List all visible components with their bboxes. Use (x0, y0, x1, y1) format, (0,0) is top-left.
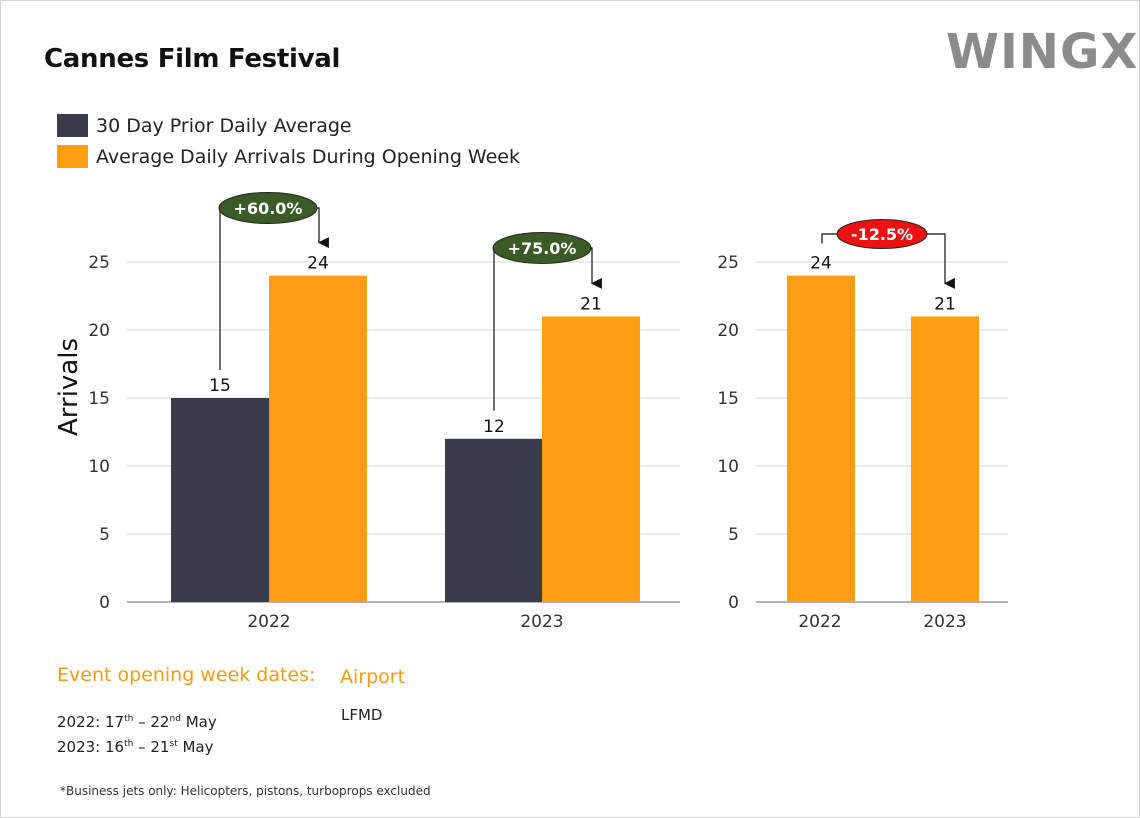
footnote: *Business jets only: Helicopters, piston… (60, 784, 431, 798)
chart-legend: 30 Day Prior Daily Average Average Daily… (57, 110, 520, 172)
change-badge-yoy-text: -12.5% (851, 225, 913, 244)
bar-2023-series-0 (911, 316, 979, 602)
change-badge-yoy-shape (836, 219, 928, 249)
date-end: 21 (150, 738, 170, 756)
x-tick-label: 2022 (798, 612, 841, 632)
bar-2022-series-1 (269, 275, 367, 602)
y-axis-title: Arrivals (54, 338, 84, 436)
legend-swatch-opening (57, 145, 88, 168)
date-end: 22 (150, 713, 170, 731)
bar-2022-series-0 (171, 398, 269, 602)
data-label: 12 (483, 417, 505, 437)
date-line-2022: 2022: 17th – 22nd May (57, 713, 217, 731)
page-title: Cannes Film Festival (44, 44, 341, 74)
date-start-suffix: th (124, 739, 134, 749)
event-dates: 2022: 17th – 22nd May 2023: 16th – 21st … (57, 708, 217, 758)
change-badge-2022-text: +60.0% (234, 199, 303, 218)
data-label: 15 (209, 376, 231, 396)
date-start: 16 (105, 738, 125, 756)
airport-heading: Airport (340, 666, 406, 688)
y-tick-label: 25 (88, 253, 110, 273)
x-tick-label: 2023 (923, 612, 966, 632)
date-year: 2023: (57, 738, 101, 756)
date-start: 17 (105, 713, 125, 731)
change-badge-2023-text: +75.0% (508, 239, 577, 258)
y-tick-label: 15 (88, 389, 110, 409)
airport-code: LFMD (341, 706, 383, 724)
change-badge-2023-shape (492, 232, 592, 264)
legend-item-opening: Average Daily Arrivals During Opening We… (57, 141, 520, 172)
date-end-suffix: nd (169, 714, 181, 724)
dates-heading: Event opening week dates: (57, 664, 316, 686)
wingx-logo: WINGX (946, 24, 1139, 80)
y-tick-label: 10 (717, 457, 739, 477)
y-tick-label: 0 (728, 593, 739, 613)
date-year: 2022: (57, 713, 101, 731)
date-month: May (182, 738, 214, 756)
bar-2023-series-0 (445, 438, 543, 602)
change-badge-2022-shape (218, 192, 318, 224)
date-start-suffix: th (124, 714, 134, 724)
date-end-suffix: st (169, 739, 178, 749)
data-label: 21 (580, 294, 602, 314)
legend-label-opening: Average Daily Arrivals During Opening We… (96, 145, 520, 168)
x-tick-label: 2023 (520, 612, 563, 632)
y-tick-label: 0 (99, 593, 110, 613)
legend-swatch-prior (57, 114, 88, 137)
bar-2022-series-0 (787, 275, 855, 602)
y-tick-label: 10 (88, 457, 110, 477)
bar-2023-series-1 (542, 316, 640, 602)
y-tick-label: 15 (717, 389, 739, 409)
date-line-2023: 2023: 16th – 21st May (57, 738, 214, 756)
legend-item-prior: 30 Day Prior Daily Average (57, 110, 520, 141)
y-tick-label: 20 (717, 321, 739, 341)
data-label: 24 (810, 254, 832, 274)
data-label: 24 (307, 254, 329, 274)
legend-label-prior: 30 Day Prior Daily Average (96, 114, 352, 137)
y-tick-label: 25 (717, 253, 739, 273)
y-tick-label: 5 (99, 525, 110, 545)
date-month: May (185, 713, 217, 731)
y-tick-label: 5 (728, 525, 739, 545)
y-tick-label: 20 (88, 321, 110, 341)
data-label: 21 (934, 294, 956, 314)
x-tick-label: 2022 (247, 612, 290, 632)
